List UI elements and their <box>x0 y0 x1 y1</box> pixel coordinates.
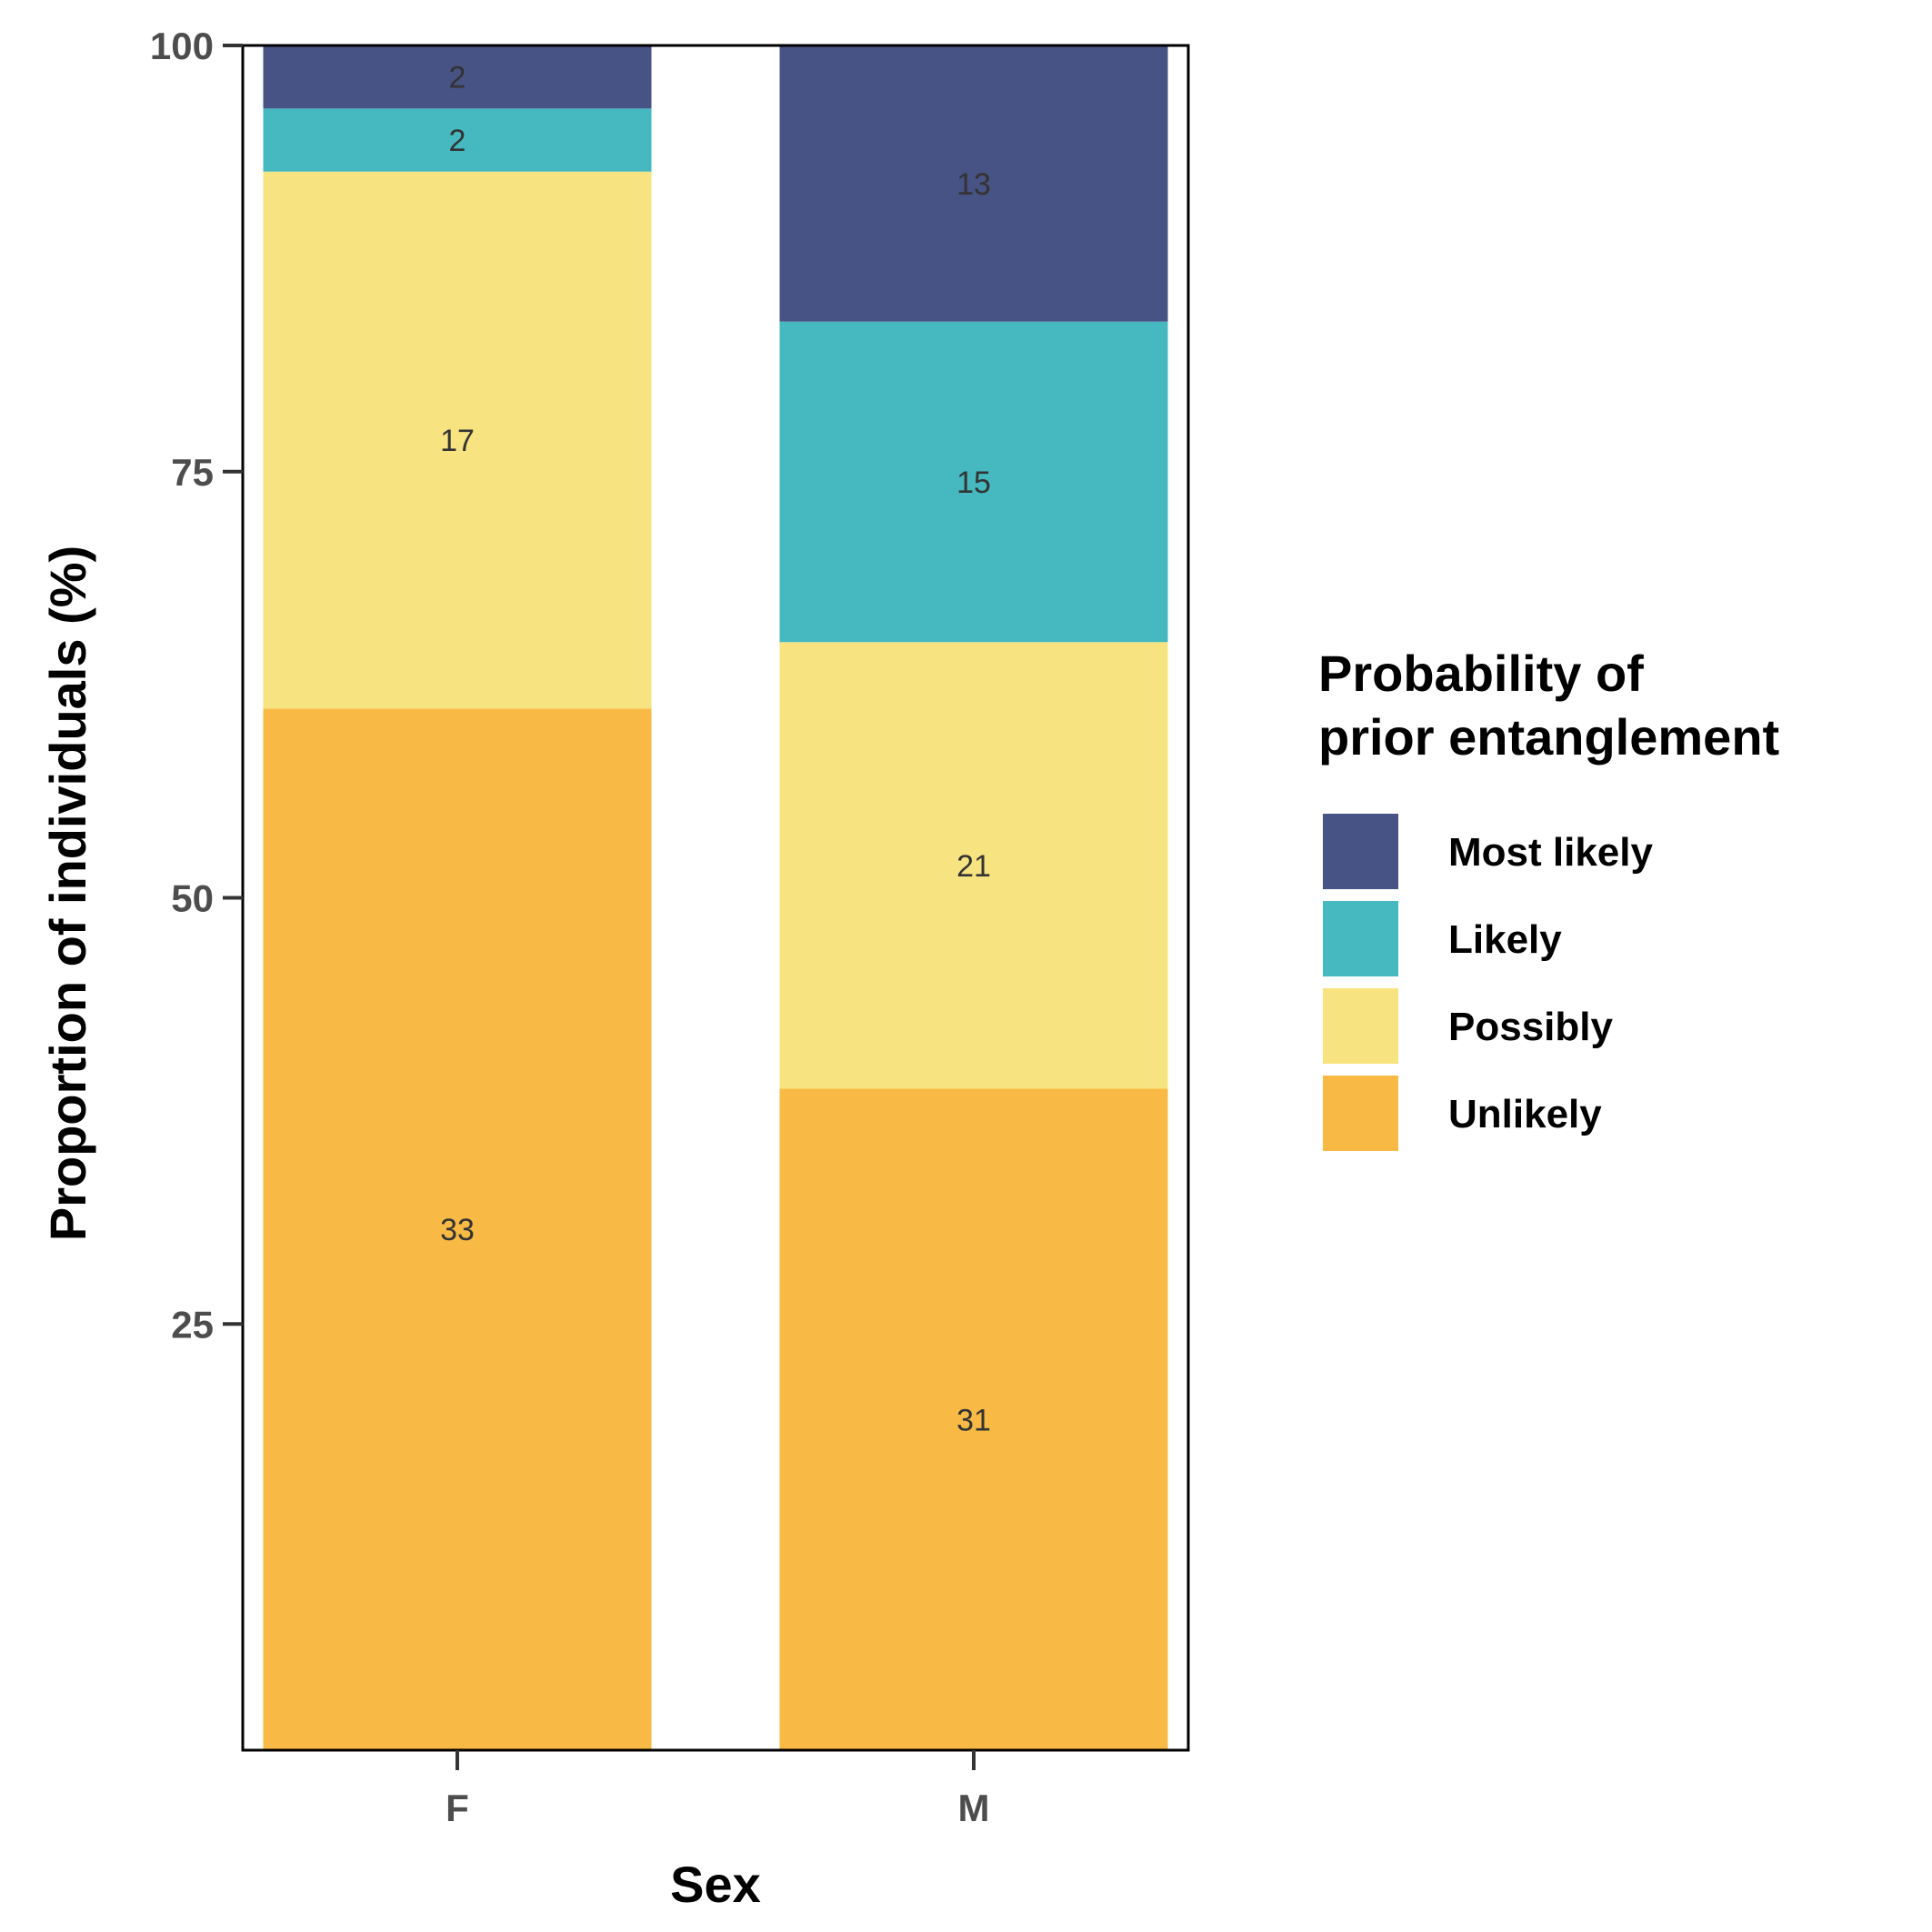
bar-f-likely <box>263 108 652 172</box>
data-labels-layer: 33 17 2 2 31 21 15 13 <box>440 61 991 1438</box>
legend-swatch-likely <box>1323 901 1398 976</box>
x-tick-label-m: M <box>958 1787 990 1829</box>
bar-f-unlikely <box>263 708 652 1750</box>
y-tick-label-75: 75 <box>171 451 214 494</box>
bar-f-possibly <box>263 171 652 709</box>
legend-label-likely: Likely <box>1448 917 1562 962</box>
bar-m-likely <box>779 321 1168 643</box>
data-label-f-likely: 2 <box>449 124 466 158</box>
y-axis: 25 50 75 100 <box>150 25 243 1346</box>
legend-label-most-likely: Most likely <box>1448 830 1653 875</box>
x-tick-label-f: F <box>445 1787 469 1829</box>
data-label-f-possibly: 17 <box>440 424 475 458</box>
legend-title-line-2: prior entanglement <box>1318 708 1779 766</box>
bar-f-most-likely <box>263 45 652 109</box>
bars-layer <box>263 45 1168 1750</box>
data-label-f-unlikely: 33 <box>440 1213 475 1247</box>
legend-items: Most likely Likely Possibly Unlikely <box>1323 814 1653 1151</box>
legend-title-line-1: Probability of <box>1318 645 1644 702</box>
data-label-m-likely: 15 <box>956 465 991 500</box>
legend-swatch-unlikely <box>1323 1076 1398 1151</box>
legend-swatch-possibly <box>1323 988 1398 1064</box>
bar-m-possibly <box>779 642 1168 1089</box>
bar-m-unlikely <box>779 1088 1168 1750</box>
x-axis-title: Sex <box>670 1856 761 1913</box>
data-label-m-possibly: 21 <box>956 849 991 884</box>
legend-label-possibly: Possibly <box>1448 1005 1613 1049</box>
legend-label-unlikely: Unlikely <box>1448 1092 1602 1136</box>
legend-swatch-most-likely <box>1323 814 1398 889</box>
y-tick-label-25: 25 <box>171 1303 214 1346</box>
y-axis-title: Proportion of individuals (%) <box>39 546 96 1241</box>
y-tick-label-100: 100 <box>150 25 214 67</box>
bar-m-most-likely <box>779 45 1168 322</box>
data-label-m-unlikely: 31 <box>956 1403 991 1437</box>
legend: Probability of prior entanglement Most l… <box>1318 645 1779 1151</box>
data-label-m-most-likely: 13 <box>956 167 991 202</box>
data-label-f-most-likely: 2 <box>449 61 466 95</box>
y-tick-label-50: 50 <box>171 877 214 920</box>
